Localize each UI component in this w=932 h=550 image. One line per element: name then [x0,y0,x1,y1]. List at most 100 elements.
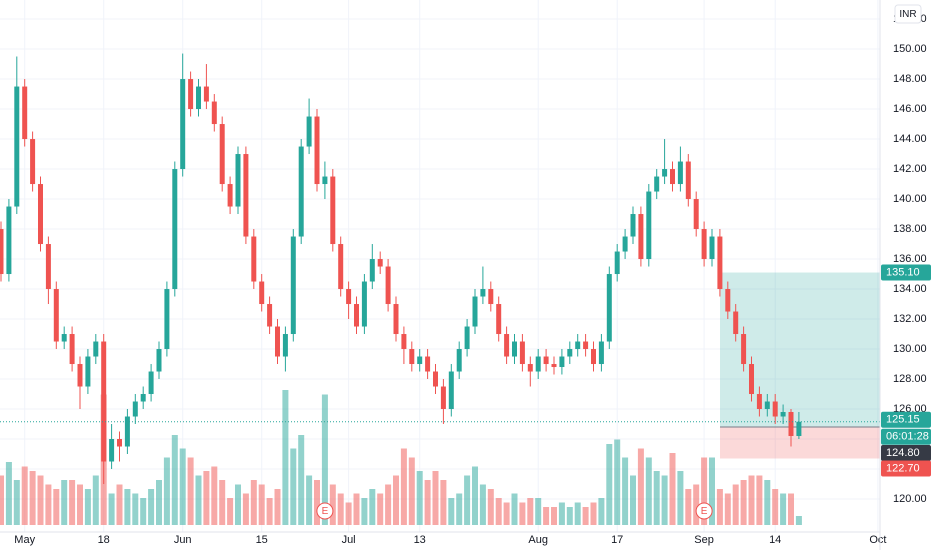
candle-body [551,364,557,368]
candle-body [6,206,12,275]
candle-body [717,236,723,290]
volume-bar [764,480,771,525]
volume-bar [440,480,447,525]
candle-body [646,191,652,260]
volume-bar [535,498,542,525]
volume-bar [195,475,202,525]
candle-body [733,311,739,335]
candle-body [93,341,99,357]
x-tick-label: 15 [256,534,268,546]
volume-bar [124,489,131,525]
candle-body [211,101,217,125]
candle-body [496,304,502,335]
volume-bar [45,484,52,525]
volume-bar [250,480,257,525]
candle-body [741,334,747,365]
stop-label: 122.70 [886,462,920,474]
candle-body [567,349,573,357]
volume-bar [337,493,344,525]
candle-body [346,289,352,305]
volume-bar [5,462,12,525]
candle-body [61,334,67,342]
candle-body [298,146,304,237]
countdown-label: 06:01:28 [886,431,929,443]
candle-body [630,214,636,237]
candle-body [764,401,770,410]
volume-bar [479,484,486,525]
candle-body [148,371,154,395]
volume-bar [132,493,139,525]
volume-bar [393,475,399,525]
volume-bar [511,493,518,525]
volume-bar [416,471,423,525]
volume-bar [116,484,123,525]
candle-body [440,386,446,410]
volume-bar [614,439,621,525]
candle-body [425,356,431,372]
candle-body [662,169,668,177]
volume-bar [140,498,147,525]
candle-body [219,124,225,185]
y-tick-label: 146.00 [893,103,927,115]
candle-body [259,281,265,305]
candle-body [30,139,36,185]
volume-bar [606,444,613,525]
volume-bar [543,507,550,525]
volume-bar [661,475,668,525]
candle-body [188,79,194,110]
volume-bar [13,480,20,525]
candle-body [69,334,75,365]
volume-bar [290,448,297,525]
candle-body [693,199,699,230]
candle-body [433,371,438,387]
volume-bar [282,390,289,525]
candle-body [140,394,146,402]
y-tick-label: 128.00 [893,373,927,385]
volume-bar [314,480,320,525]
target-label: 135.10 [886,266,920,278]
candle-body [369,259,375,282]
candle-body [322,176,328,185]
candle-body [654,176,660,192]
x-tick-label: May [14,534,35,546]
x-tick-label: Jul [342,534,356,546]
volume-bar [637,448,644,525]
volume-bar [495,498,502,525]
volume-bar [361,498,368,525]
candle-body [227,184,233,207]
candle-body [670,169,675,185]
volume-bar [163,457,170,525]
volume-bar [709,457,715,525]
volume-bar [732,484,739,525]
candle-body [401,334,407,350]
candle-body [251,236,257,282]
y-tick-label: 148.00 [893,73,927,85]
candle-body [780,412,786,417]
candle-body [354,304,359,327]
candle-body [0,229,4,275]
candle-body [77,364,83,387]
volume-bar [748,475,755,525]
earnings-marker [316,502,334,520]
volume-bar [701,457,708,525]
x-tick-label: 17 [611,534,623,546]
candle-body [393,304,399,335]
y-tick-label: 132.00 [893,313,927,325]
candle-body [306,116,312,147]
volume-bar [179,448,186,525]
volume-bar [693,484,700,525]
candle-body [583,341,589,350]
candle-body [591,349,596,365]
volume-bar [740,480,747,525]
volume-bar [321,394,328,525]
volume-bar [795,516,802,525]
candle-body [275,326,280,357]
volume-bar [187,457,194,525]
candle-body [109,439,115,462]
volume-bar [685,489,692,525]
entry-label: 124.80 [886,447,920,459]
currency-label: INR [899,9,916,20]
volume-bar [306,475,313,525]
